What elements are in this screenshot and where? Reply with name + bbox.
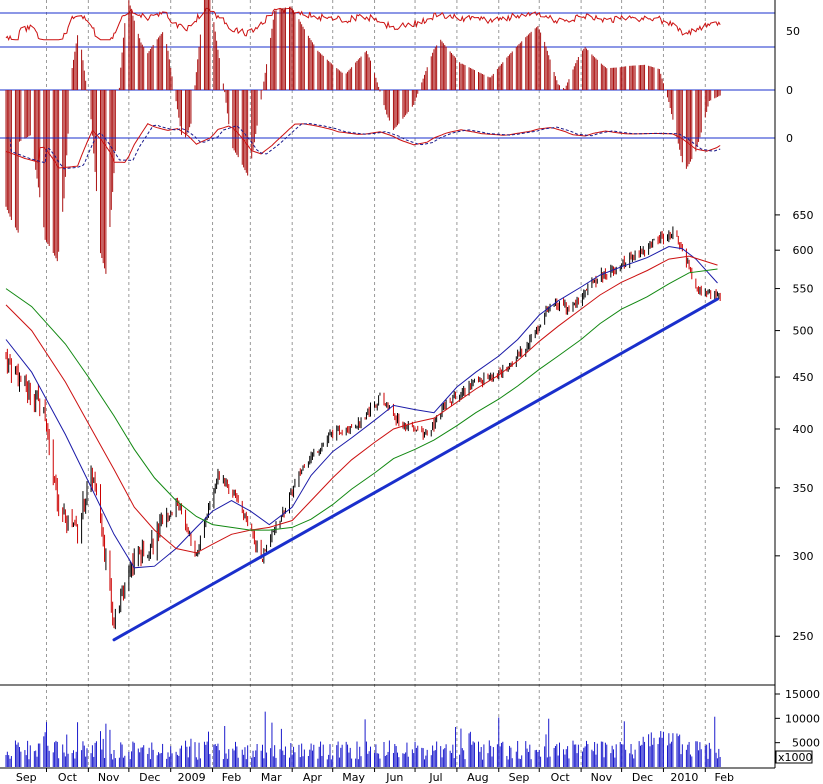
x-tick-label: 2009: [178, 771, 206, 784]
price-tick-label: 400: [793, 423, 814, 436]
x-tick-label: Feb: [222, 771, 241, 784]
support-trendline: [112, 297, 719, 642]
x-tick-label: Oct: [58, 771, 78, 784]
histogram-panel: [0, 0, 775, 274]
volume-bars: [5, 711, 721, 767]
price-panel: [5, 226, 721, 642]
volume-tick-label: 10000: [785, 712, 820, 725]
volume-panel: [5, 711, 721, 767]
macd-tick-label: 0: [786, 132, 793, 145]
x-tick-label: Mar: [261, 771, 282, 784]
price-tick-label: 500: [793, 325, 814, 338]
price-tick-label: 550: [793, 283, 814, 296]
macd-signal-line: [6, 123, 721, 170]
macd-panel: [0, 123, 775, 170]
x-tick-label: Jul: [428, 771, 442, 784]
y-axis-labels: 2503003504004505005506006505000500010000…: [775, 25, 820, 750]
price-tick-label: 600: [793, 244, 814, 257]
x-tick-label: 2010: [670, 771, 698, 784]
volume-unit-box: x1000: [775, 750, 813, 764]
x-tick-label: Sep: [16, 771, 37, 784]
price-tick-label: 650: [793, 209, 814, 222]
moving-average-3: [5, 268, 718, 531]
x-tick-label: Nov: [98, 771, 120, 784]
x-tick-label: Apr: [303, 771, 323, 784]
x-tick-label: May: [342, 771, 365, 784]
x-tick-label: Nov: [591, 771, 613, 784]
moving-average-1: [5, 245, 718, 569]
rsi-line: [5, 7, 721, 42]
histogram-bars: [5, 0, 721, 274]
x-tick-label: Feb: [715, 771, 734, 784]
x-tick-label: Dec: [139, 771, 160, 784]
x-tick-label: Jun: [385, 771, 403, 784]
x-tick-label: Aug: [467, 771, 488, 784]
x-tick-label: Oct: [551, 771, 571, 784]
x-tick-label: Dec: [632, 771, 653, 784]
price-tick-label: 350: [793, 482, 814, 495]
vertical-gridlines: [46, 0, 706, 768]
price-tick-label: 450: [793, 371, 814, 384]
x-axis-labels: Sep Oct Nov Dec 2009 Feb Mar Apr May Jun Jul Aug Sep…: [16, 768, 734, 784]
volume-unit-label: x1000: [778, 751, 813, 764]
price-tick-label: 250: [793, 630, 814, 643]
histogram-tick-label: 0: [786, 84, 793, 97]
x-tick-label: Sep: [509, 771, 530, 784]
volume-tick-label: 15000: [785, 688, 820, 701]
price-tick-label: 300: [793, 550, 814, 563]
moving-average-2: [5, 255, 718, 554]
rsi-tick-label: 50: [786, 25, 800, 38]
moving-averages: [5, 245, 718, 569]
volume-tick-label: 5000: [792, 737, 820, 750]
